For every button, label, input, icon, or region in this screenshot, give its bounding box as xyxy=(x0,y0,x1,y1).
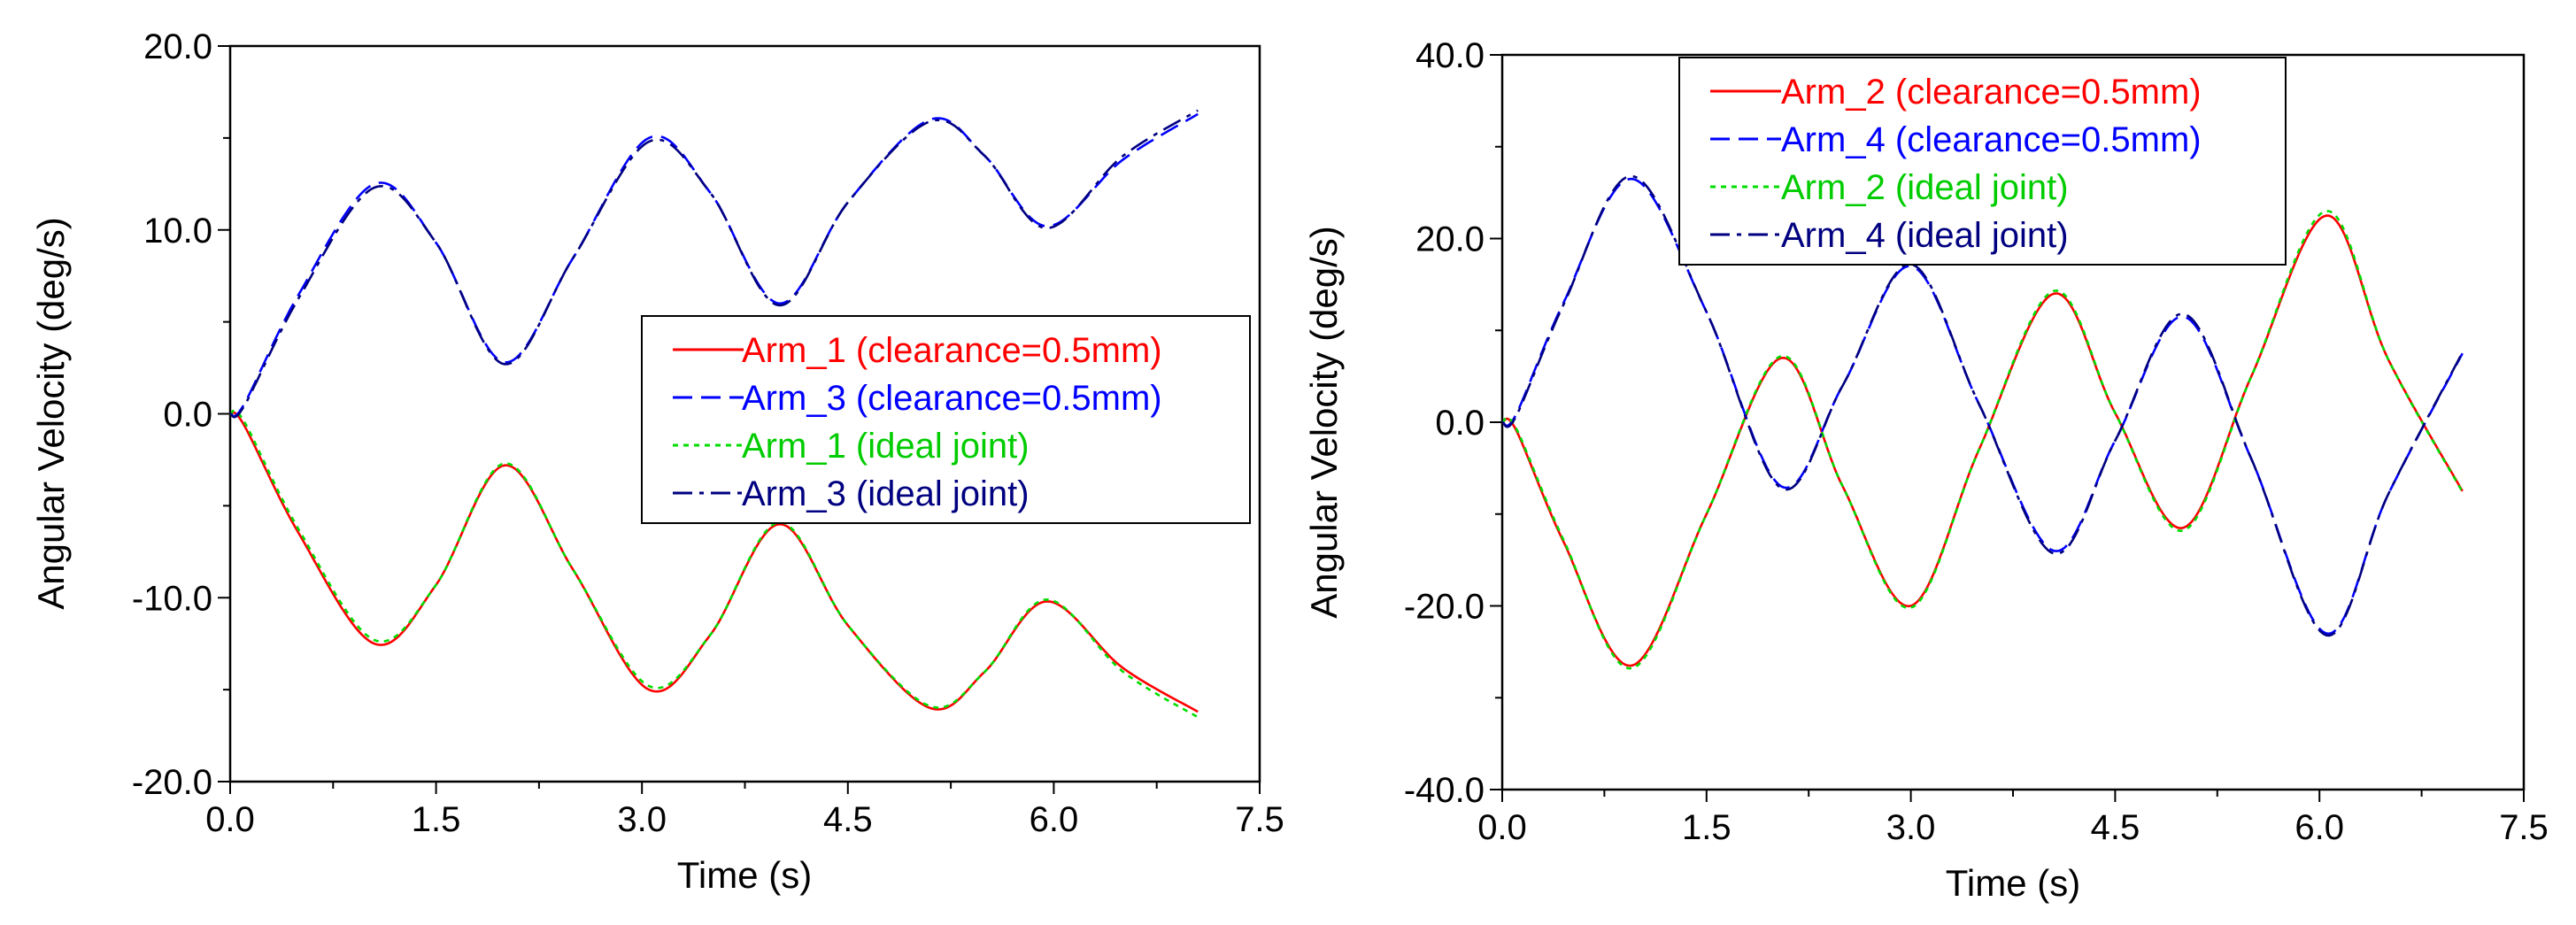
chart-left: 0.0 1.5 3.0 4.5 6.0 7.5 20.0 10.0 0.0 -1… xyxy=(30,27,1284,896)
y-tick-label: 20.0 xyxy=(1415,220,1485,259)
x-tick-label: 1.5 xyxy=(1682,808,1731,847)
legend-label-arm2-clearance: Arm_2 (clearance=0.5mm) xyxy=(1781,73,2202,112)
y-ticks: 40.0 20.0 0.0 -20.0 -40.0 xyxy=(1404,36,1485,810)
x-tick-label: 3.0 xyxy=(1886,808,1936,847)
y-ticks: 20.0 10.0 0.0 -10.0 -20.0 xyxy=(132,27,212,802)
x-axis-label: Time (s) xyxy=(677,854,812,896)
x-tick-label: 7.5 xyxy=(2499,808,2549,847)
legend-label-arm3-ideal: Arm_3 (ideal joint) xyxy=(742,474,1030,513)
y-tick-label: -10.0 xyxy=(132,579,212,618)
y-tick-label: 20.0 xyxy=(143,27,212,66)
legend: Arm_2 (clearance=0.5mm) Arm_4 (clearance… xyxy=(1678,57,2287,266)
x-tick-label: 4.5 xyxy=(823,800,873,839)
y-tick-label: 0.0 xyxy=(163,396,212,435)
legend-label-arm2-ideal: Arm_2 (ideal joint) xyxy=(1781,168,2069,207)
series-line-3 xyxy=(229,109,1199,419)
series-line-2 xyxy=(1501,210,2464,670)
y-tick-label: -20.0 xyxy=(132,763,212,802)
chart-right: 0.0 1.5 3.0 4.5 6.0 7.5 40.0 20.0 0.0 -2… xyxy=(1303,36,2549,904)
legend: Arm_1 (clearance=0.5mm) Arm_3 (clearance… xyxy=(641,315,1251,524)
x-tick-label: 4.5 xyxy=(2091,808,2140,847)
series-line-0 xyxy=(1501,214,2464,667)
y-tick-label: 40.0 xyxy=(1415,36,1485,75)
x-tick-label: 3.0 xyxy=(617,800,667,839)
series-line-3 xyxy=(1501,174,2464,637)
y-tick-label: -40.0 xyxy=(1404,771,1485,810)
x-ticks: 0.0 1.5 3.0 4.5 6.0 7.5 xyxy=(1477,808,2549,847)
x-tick-label: 1.5 xyxy=(412,800,461,839)
x-ticks: 0.0 1.5 3.0 4.5 6.0 7.5 xyxy=(205,800,1284,839)
legend-label-arm1-clearance: Arm_1 (clearance=0.5mm) xyxy=(742,331,1162,370)
legend-label-arm1-ideal: Arm_1 (ideal joint) xyxy=(742,427,1030,466)
x-axis-label: Time (s) xyxy=(1946,862,2080,904)
minor-ticks xyxy=(1490,54,2525,802)
series-layer xyxy=(1501,174,2464,670)
x-tick-label: 6.0 xyxy=(1030,800,1079,839)
y-tick-label: 10.0 xyxy=(143,212,212,251)
legend-label-arm4-ideal: Arm_4 (ideal joint) xyxy=(1781,216,2069,255)
y-tick-label: -20.0 xyxy=(1404,588,1485,627)
series-line-2 xyxy=(229,409,1199,719)
x-tick-label: 7.5 xyxy=(1235,800,1284,839)
y-axis-label: Angular Velocity (deg/s) xyxy=(30,217,72,610)
y-tick-label: 0.0 xyxy=(1435,404,1485,443)
x-tick-label: 0.0 xyxy=(205,800,255,839)
y-axis-label: Angular Velocity (deg/s) xyxy=(1303,226,1345,619)
series-layer xyxy=(229,109,1199,719)
x-tick-label: 0.0 xyxy=(1477,808,1527,847)
minor-ticks xyxy=(218,45,1261,794)
x-tick-label: 6.0 xyxy=(2294,808,2344,847)
legend-label-arm4-clearance: Arm_4 (clearance=0.5mm) xyxy=(1781,120,2202,159)
legend-label-arm3-clearance: Arm_3 (clearance=0.5mm) xyxy=(742,379,1162,418)
